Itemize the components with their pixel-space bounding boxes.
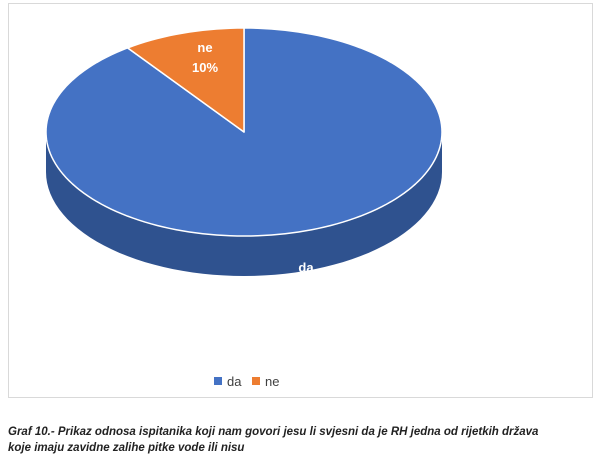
legend-label-da: da bbox=[227, 374, 242, 389]
pie-slices bbox=[45, 27, 443, 237]
pie-side-da bbox=[46, 132, 442, 276]
caption-line-2: koje imaju zavidne zalihe pitke vode ili… bbox=[8, 442, 245, 454]
chart-area: da 90% ne 10% da ne bbox=[8, 3, 593, 398]
pie-3d-side bbox=[46, 132, 442, 276]
slice-label-category-da: da bbox=[298, 260, 314, 275]
slice-label-category-ne: ne bbox=[197, 40, 212, 55]
legend: da ne bbox=[214, 374, 279, 389]
pie-slice-ne bbox=[126, 27, 245, 133]
slice-label-value-da: 90% bbox=[293, 280, 319, 295]
pie-data-labels: da 90% ne 10% bbox=[192, 40, 319, 295]
pie-chart: da 90% ne 10% da ne bbox=[45, 27, 443, 389]
legend-swatch-da bbox=[214, 377, 222, 385]
legend-swatch-ne bbox=[252, 377, 260, 385]
legend-label-ne: ne bbox=[265, 374, 279, 389]
caption-line-1: Graf 10.- Prikaz odnosa ispitanika koji … bbox=[8, 426, 539, 438]
figure-caption: Graf 10.- Prikaz odnosa ispitanika koji … bbox=[8, 424, 598, 456]
slice-label-value-ne: 10% bbox=[192, 60, 218, 75]
